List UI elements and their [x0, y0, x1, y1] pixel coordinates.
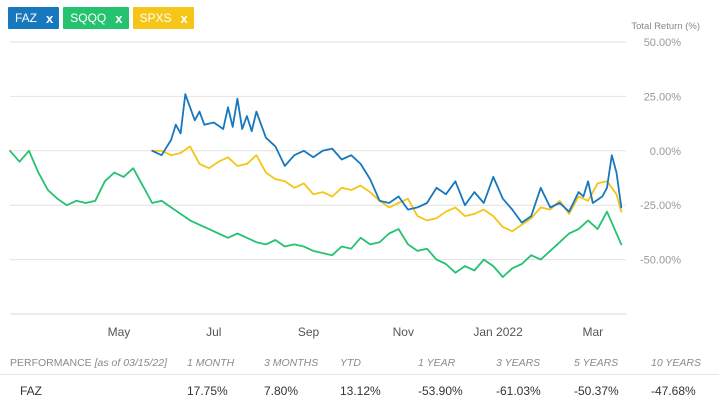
y-tick-label: 0.00%: [650, 146, 681, 158]
col-header: 5 YEARS: [574, 357, 619, 369]
ticker-tags: FAZ x SQQQ x SPXS x: [8, 7, 194, 29]
performance-title: PERFORMANCE: [10, 357, 92, 369]
y-tick-label: -25.00%: [640, 200, 681, 212]
ticker-tag-sqqq[interactable]: SQQQ x: [63, 7, 129, 29]
x-tick-label: Nov: [393, 325, 414, 339]
ticker-tag-label: SQQQ: [70, 11, 107, 25]
x-tick-label: Jul: [206, 325, 221, 339]
row-value: 13.12%: [340, 384, 381, 398]
col-header: 1 MONTH: [187, 357, 235, 369]
series-line-spxs: [151, 145, 623, 233]
table-divider: [0, 374, 719, 375]
col-header: 3 YEARS: [496, 357, 541, 369]
y-tick-label: -50.00%: [640, 255, 681, 267]
performance-as-of: [as of 03/15/22]: [94, 357, 167, 369]
row-ticker: FAZ: [20, 384, 43, 398]
row-value: -50.37%: [574, 384, 619, 398]
col-header: 3 MONTHS: [264, 357, 319, 369]
col-header: 10 YEARS: [651, 357, 702, 369]
series-line-faz: [151, 93, 623, 224]
y-tick-label: 25.00%: [644, 91, 682, 103]
row-value: -47.68%: [651, 384, 696, 398]
series-line-sqqq: [9, 149, 623, 278]
close-icon[interactable]: x: [180, 10, 188, 26]
return-chart: 50.00% 25.00% 0.00% -25.00% -50.00% Total Ret…: [9, 21, 700, 339]
ticker-tag-label: SPXS: [139, 11, 172, 25]
row-value: 17.75%: [187, 384, 228, 398]
close-icon[interactable]: x: [46, 10, 54, 26]
row-value: -53.90%: [418, 384, 463, 398]
close-icon[interactable]: x: [115, 10, 123, 26]
performance-header: PERFORMANCE [as of 03/15/22]: [10, 357, 167, 369]
ticker-tag-label: FAZ: [15, 11, 38, 25]
x-tick-label: May: [108, 325, 131, 339]
col-header: 1 YEAR: [418, 357, 456, 369]
y-axis-label: Total Return (%): [631, 21, 700, 32]
ticker-tag-faz[interactable]: FAZ x: [8, 7, 60, 29]
x-tick-label: Jan 2022: [473, 325, 523, 339]
x-tick-label: Mar: [582, 325, 603, 339]
ticker-tag-spxs[interactable]: SPXS x: [132, 7, 194, 29]
row-value: -61.03%: [496, 384, 541, 398]
col-header: YTD: [340, 357, 361, 369]
row-value: 7.80%: [264, 384, 299, 398]
y-tick-label: 50.00%: [644, 37, 682, 49]
x-tick-label: Sep: [298, 325, 320, 339]
performance-table: PERFORMANCE [as of 03/15/22] 1 MONTH 3 M…: [0, 352, 719, 404]
